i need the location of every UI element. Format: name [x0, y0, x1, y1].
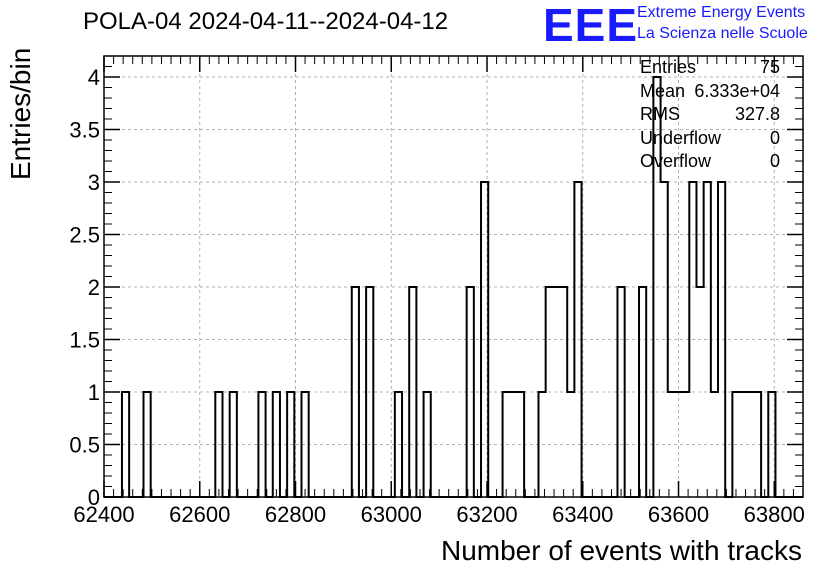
chart-title: POLA-04 2024-04-11--2024-04-12 — [83, 8, 449, 35]
y-tick-label: 0.5 — [69, 433, 100, 458]
y-tick-label: 1 — [88, 380, 100, 405]
stat-row-underflow: Underflow 0 — [640, 128, 780, 152]
stat-row-mean: Mean 6.333e+04 — [640, 81, 780, 105]
stat-name: Mean — [640, 80, 686, 101]
stat-row-overflow: Overflow 0 — [640, 151, 780, 175]
stat-name: Overflow — [640, 151, 712, 171]
stat-value: 0 — [769, 151, 780, 171]
histogram-outline — [104, 76, 803, 498]
x-tick-label: 63800 — [744, 502, 805, 527]
y-tick-label: 1.5 — [69, 328, 100, 353]
y-tick-label: 2 — [88, 275, 100, 300]
stat-value: 75 — [759, 57, 780, 77]
x-tick-label: 62400 — [73, 502, 134, 527]
stats-box: Entries 75 Mean 6.333e+04 RMS 327.8 Unde… — [640, 57, 780, 175]
y-tick-label: 3.5 — [69, 118, 100, 143]
stat-row-entries: Entries 75 — [640, 57, 780, 81]
stat-value: 6.333e+04 — [694, 80, 780, 101]
x-tick-label: 62600 — [169, 502, 230, 527]
y-tick-label: 3 — [88, 170, 100, 195]
stat-value: 327.8 — [734, 104, 780, 124]
logo-line-1: Extreme Energy Events — [637, 4, 806, 21]
y-tick-label: 4 — [88, 65, 100, 90]
x-tick-labels: 62400 62600 62800 63000 63200 63400 63600 63800 — [73, 502, 804, 527]
stat-row-rms: RMS 327.8 — [640, 104, 780, 128]
logo-line-2: La Scienza nelle Scuole — [637, 25, 808, 42]
x-tick-label: 63400 — [552, 502, 613, 527]
x-tick-label: 63600 — [648, 502, 709, 527]
x-tick-label: 62800 — [265, 502, 326, 527]
x-tick-label: 63000 — [361, 502, 422, 527]
x-axis-label: Number of events with tracks — [440, 535, 802, 566]
stat-name: Underflow — [640, 127, 722, 148]
eee-logo-mark: EEE — [543, 0, 639, 51]
stat-name: Entries — [640, 57, 697, 77]
x-tick-label: 63200 — [456, 502, 517, 527]
axis-ticks — [103, 55, 804, 498]
y-tick-label: 2.5 — [69, 223, 100, 248]
stat-name: RMS — [640, 104, 680, 124]
y-axis-label: Entries/bin — [5, 47, 36, 180]
y-tick-label: 0 — [88, 485, 100, 510]
stat-value: 0 — [769, 127, 780, 148]
y-tick-labels: 0 0.5 1 1.5 2 2.5 3 3.5 4 — [69, 65, 100, 510]
